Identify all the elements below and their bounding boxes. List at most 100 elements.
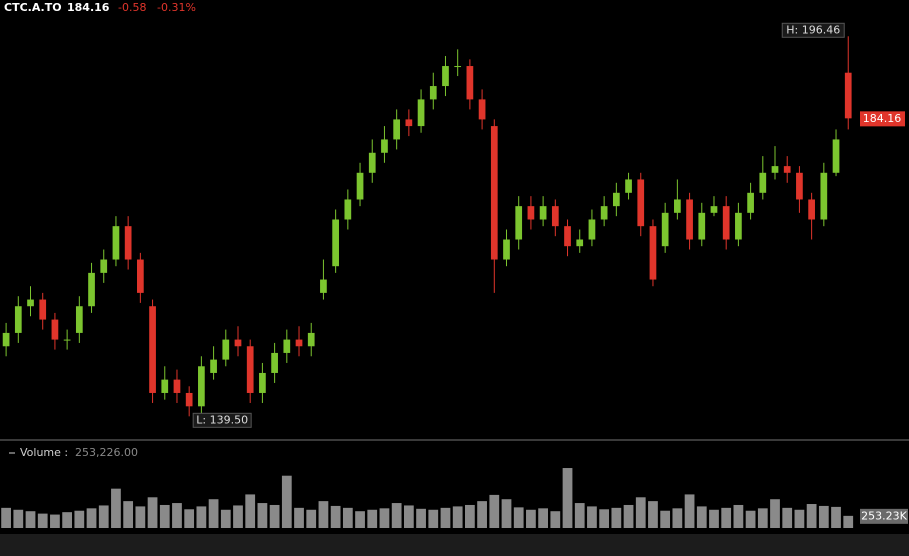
candle-body xyxy=(63,339,71,341)
candle-body xyxy=(356,172,364,200)
candle-body xyxy=(173,379,181,393)
volume-bar xyxy=(599,509,610,528)
volume-bar xyxy=(13,509,24,528)
volume-bar xyxy=(147,497,158,528)
candle-body xyxy=(515,206,523,240)
candle-body xyxy=(747,192,754,213)
volume-bar xyxy=(611,507,622,528)
volume-bar xyxy=(403,505,414,528)
candle-body xyxy=(417,99,425,127)
candle-body xyxy=(478,99,486,120)
volume-bar xyxy=(538,508,548,528)
candle-body xyxy=(295,339,303,347)
candle-body xyxy=(210,359,217,373)
candle-body xyxy=(2,332,10,347)
candle-body xyxy=(710,206,718,213)
volume-bar xyxy=(696,506,707,528)
candle-body xyxy=(88,272,95,307)
volume-bar xyxy=(123,501,134,528)
volume-bar xyxy=(672,508,683,528)
volume-bar xyxy=(172,503,182,528)
volume-bar xyxy=(379,508,390,528)
volume-bar xyxy=(733,504,744,528)
candle-body xyxy=(588,219,596,240)
volume-bar xyxy=(562,468,573,528)
low-label: L: 139.50 xyxy=(196,413,248,426)
candle-body xyxy=(698,212,706,240)
candle-body xyxy=(466,66,474,100)
last-price-tag: 184.16 xyxy=(863,112,902,125)
candle-body xyxy=(185,392,193,407)
candle-body xyxy=(75,306,83,333)
candle-body xyxy=(381,139,388,153)
candle-body xyxy=(539,206,547,220)
candle-body xyxy=(564,226,571,247)
change: -0.58 xyxy=(118,1,146,14)
candle-body xyxy=(576,239,584,247)
volume-bar xyxy=(257,503,268,528)
volume-bar xyxy=(709,509,719,528)
volume-bar xyxy=(635,497,646,528)
volume-bar xyxy=(245,494,256,528)
volume-bar xyxy=(428,509,439,528)
volume-bar xyxy=(330,505,341,528)
volume-bar xyxy=(526,509,536,528)
high-label: H: 196.46 xyxy=(786,23,840,36)
volume-bar xyxy=(782,507,793,528)
candle-body xyxy=(832,139,840,173)
volume-bar xyxy=(501,499,512,528)
volume-bar xyxy=(660,510,671,528)
volume-bar xyxy=(159,504,170,528)
volume-bar xyxy=(86,508,97,528)
volume-bar xyxy=(98,505,109,528)
ticker: CTC.A.TO xyxy=(4,1,62,14)
volume-bar xyxy=(623,504,634,528)
volume-bar xyxy=(843,515,854,528)
candle-body xyxy=(527,206,535,220)
candle-body xyxy=(368,152,376,173)
volume-bar xyxy=(745,510,756,528)
volume-bar xyxy=(342,507,353,528)
volume-tag-box xyxy=(860,508,908,524)
volume-bar xyxy=(416,508,426,528)
volume-bar xyxy=(477,501,487,528)
low-label-box xyxy=(192,412,252,428)
volume-bar xyxy=(818,505,829,528)
volume-bar xyxy=(770,499,780,528)
volume-bar xyxy=(74,510,85,528)
candle-body xyxy=(796,172,803,200)
marks xyxy=(1,36,854,528)
volume-bar xyxy=(220,509,231,528)
volume-bar xyxy=(184,509,195,528)
candle-body xyxy=(600,206,608,220)
change-percent: -0.31% xyxy=(157,1,196,14)
candle-body xyxy=(100,259,108,273)
candle-body xyxy=(625,179,632,193)
volume-bar xyxy=(62,512,73,528)
volume-bar xyxy=(294,507,304,528)
volume-legend: Volume : xyxy=(20,446,68,459)
x-axis-band xyxy=(0,534,909,556)
candle-body xyxy=(271,352,278,373)
candle-body xyxy=(771,166,779,173)
candle-body xyxy=(344,199,352,220)
volume-bar xyxy=(489,494,500,528)
candle-body xyxy=(39,299,47,320)
candle-body xyxy=(551,206,559,227)
volume-bar xyxy=(318,501,329,528)
candle-body xyxy=(637,179,645,227)
candle-body xyxy=(454,66,462,68)
candle-body xyxy=(844,72,852,119)
volume-bar xyxy=(50,514,60,528)
candle-body xyxy=(149,306,156,393)
candle-body xyxy=(222,339,230,360)
candle-body xyxy=(490,126,498,260)
last-price-tag-box xyxy=(860,111,905,127)
candle-body xyxy=(649,226,657,280)
candle-body xyxy=(320,279,327,293)
candle-body xyxy=(661,212,669,247)
candle-body xyxy=(198,366,205,407)
candle-body xyxy=(259,372,266,393)
volume-bar xyxy=(574,503,585,528)
